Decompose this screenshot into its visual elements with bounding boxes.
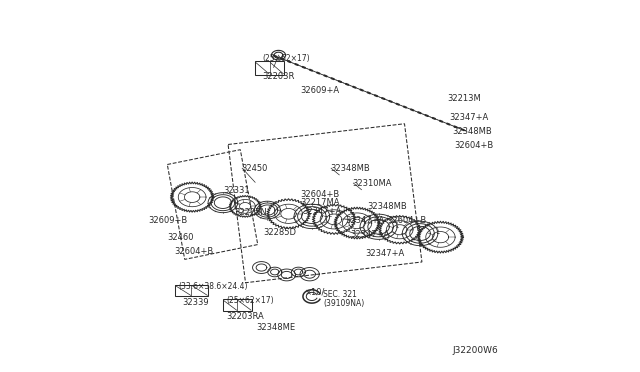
Text: 32217MA: 32217MA: [301, 198, 340, 207]
Text: 32225N: 32225N: [234, 208, 267, 217]
Text: 32347+A: 32347+A: [365, 249, 404, 258]
Text: 32348ME: 32348ME: [256, 323, 296, 332]
Text: 32331: 32331: [223, 186, 250, 195]
Text: 32310MA: 32310MA: [353, 179, 392, 187]
Text: (33.6×38.6×24.4): (33.6×38.6×24.4): [179, 282, 248, 291]
Bar: [175, 285, 208, 296]
Text: 32339: 32339: [182, 298, 209, 307]
Text: 32604+B: 32604+B: [301, 190, 340, 199]
Text: 32203RA: 32203RA: [227, 312, 264, 321]
Text: 32450: 32450: [241, 164, 268, 173]
Text: 32348MB: 32348MB: [367, 202, 407, 211]
Text: 32604+B: 32604+B: [175, 247, 214, 256]
Text: 32347+A: 32347+A: [449, 113, 488, 122]
Text: (25×62×17): (25×62×17): [262, 54, 310, 62]
Text: 32213M: 32213M: [447, 94, 481, 103]
Text: 32285D: 32285D: [264, 228, 297, 237]
Text: 32347+A: 32347+A: [345, 216, 385, 225]
Text: (25×62×17): (25×62×17): [227, 296, 274, 305]
Text: SEC. 321: SEC. 321: [323, 290, 357, 299]
Text: 32348MB: 32348MB: [330, 164, 370, 173]
Text: ×10/: ×10/: [305, 287, 325, 296]
Text: 32609+A: 32609+A: [300, 86, 339, 95]
Text: 32203R: 32203R: [262, 72, 294, 81]
Text: 32609+B: 32609+B: [148, 216, 188, 225]
Text: 32348MB: 32348MB: [452, 127, 492, 136]
Text: 32347+A: 32347+A: [350, 230, 390, 240]
Bar: [255, 61, 284, 75]
Text: 32604+B: 32604+B: [454, 141, 493, 151]
Text: 32604+B: 32604+B: [387, 216, 427, 225]
Text: J32200W6: J32200W6: [452, 346, 499, 355]
Text: 32460: 32460: [167, 232, 194, 242]
Text: 32347+A: 32347+A: [302, 208, 342, 217]
Bar: [223, 299, 252, 311]
Text: (39109NA): (39109NA): [323, 299, 364, 308]
